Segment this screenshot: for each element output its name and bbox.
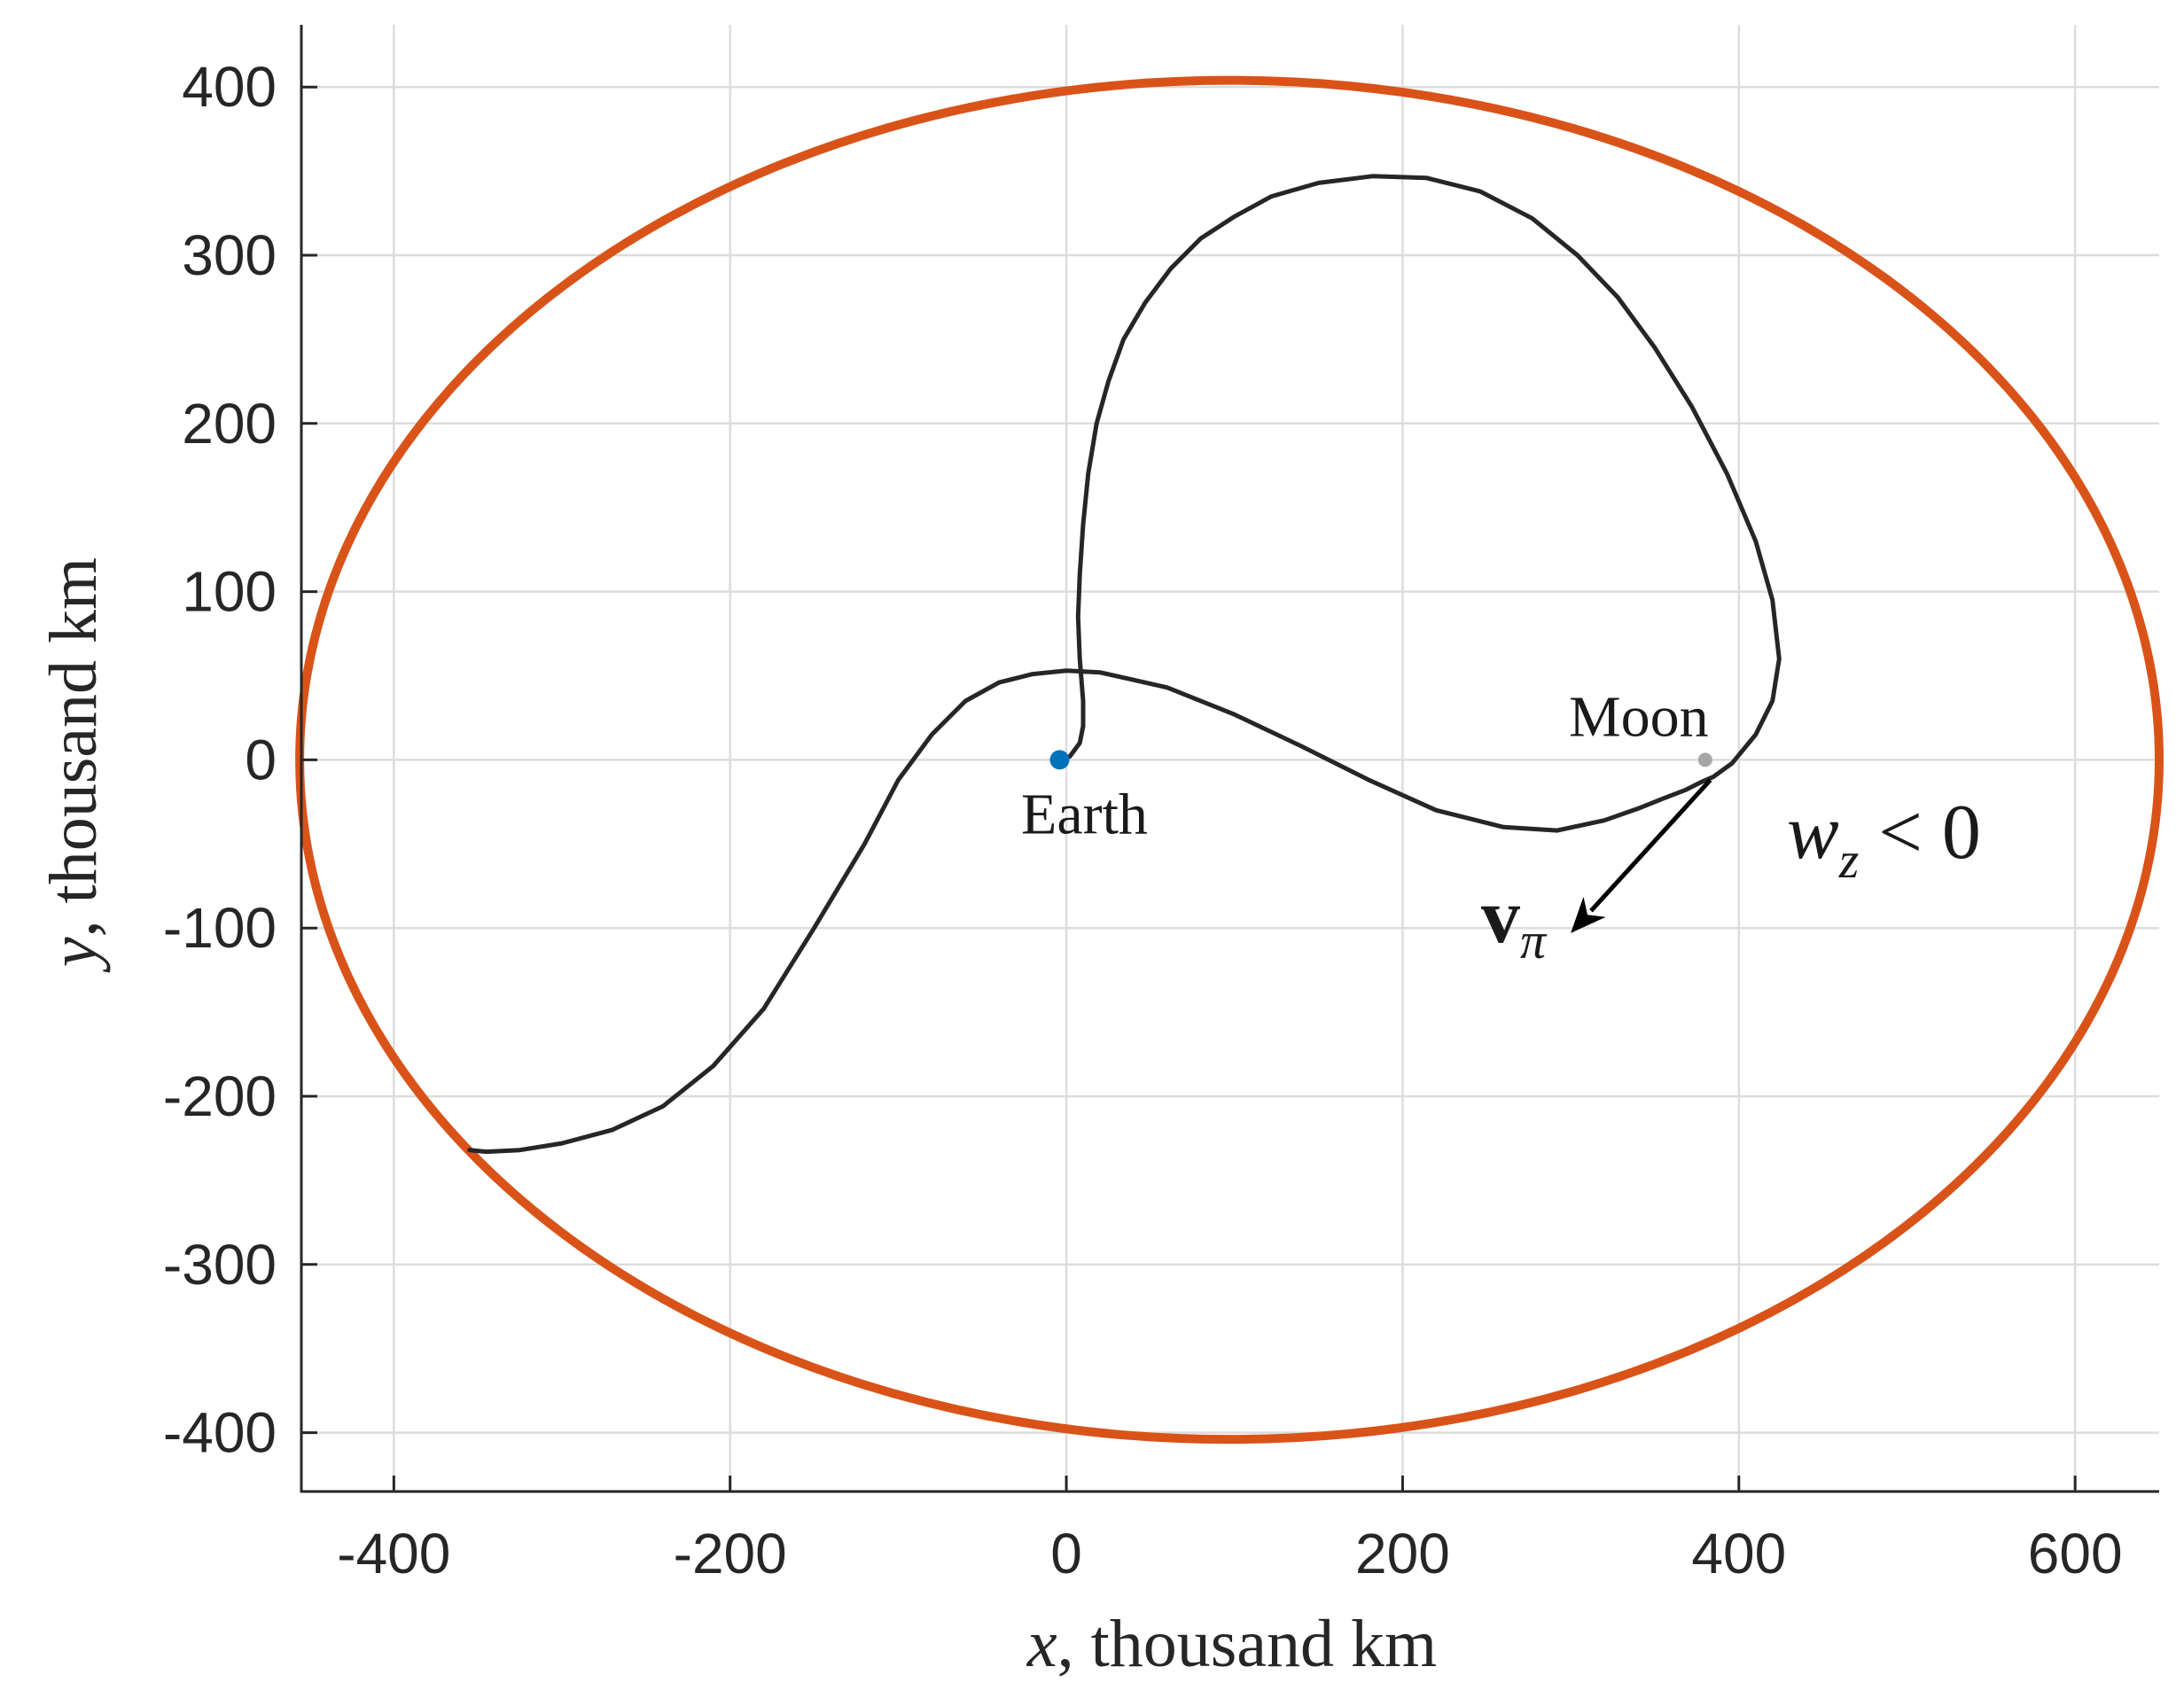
y-tick-label: 300 xyxy=(182,223,277,287)
y-tick-label: -400 xyxy=(163,1401,277,1465)
velocity-pi-label: vπ xyxy=(1481,874,1548,970)
x-tick-label: 200 xyxy=(1355,1522,1450,1585)
boundary-ellipse xyxy=(295,75,2164,1445)
y-tick-label: 400 xyxy=(182,55,277,119)
y-tick-label: 0 xyxy=(245,728,277,791)
velocity-arrow-shaft xyxy=(1589,778,1712,913)
axis-lines xyxy=(300,25,2159,1493)
x-tick-label: -200 xyxy=(674,1522,787,1585)
y-tick-label: 100 xyxy=(182,560,277,624)
plot-series xyxy=(295,75,2164,1445)
y-tick-label: -300 xyxy=(163,1233,277,1297)
earth-marker xyxy=(1049,750,1070,770)
wz-condition-label: wz < 0 xyxy=(1787,790,1981,889)
moon-label: Moon xyxy=(1569,684,1709,749)
y-tick-label: -200 xyxy=(163,1064,277,1128)
tick-labels: -400 -200 0 200 400 600 400 300 200 100 0 -100 -200 -… xyxy=(163,55,2123,1585)
x-tick-label: 600 xyxy=(2028,1522,2123,1585)
earth-label: Earth xyxy=(1021,782,1148,846)
axes xyxy=(300,25,2159,1493)
y-tick-label: 200 xyxy=(182,392,277,456)
x-tick-label: -400 xyxy=(337,1522,450,1585)
y-axis-label: y, thousand km xyxy=(36,557,111,973)
moon-marker xyxy=(1697,752,1712,767)
x-axis-label: x, thousand km xyxy=(1026,1607,1437,1681)
trajectory-line xyxy=(467,174,1782,1155)
x-tick-label: 400 xyxy=(1691,1522,1786,1585)
x-tick-label: 0 xyxy=(1050,1522,1082,1585)
y-tick-label: -100 xyxy=(163,896,277,960)
velocity-arrow-head xyxy=(1571,896,1606,933)
